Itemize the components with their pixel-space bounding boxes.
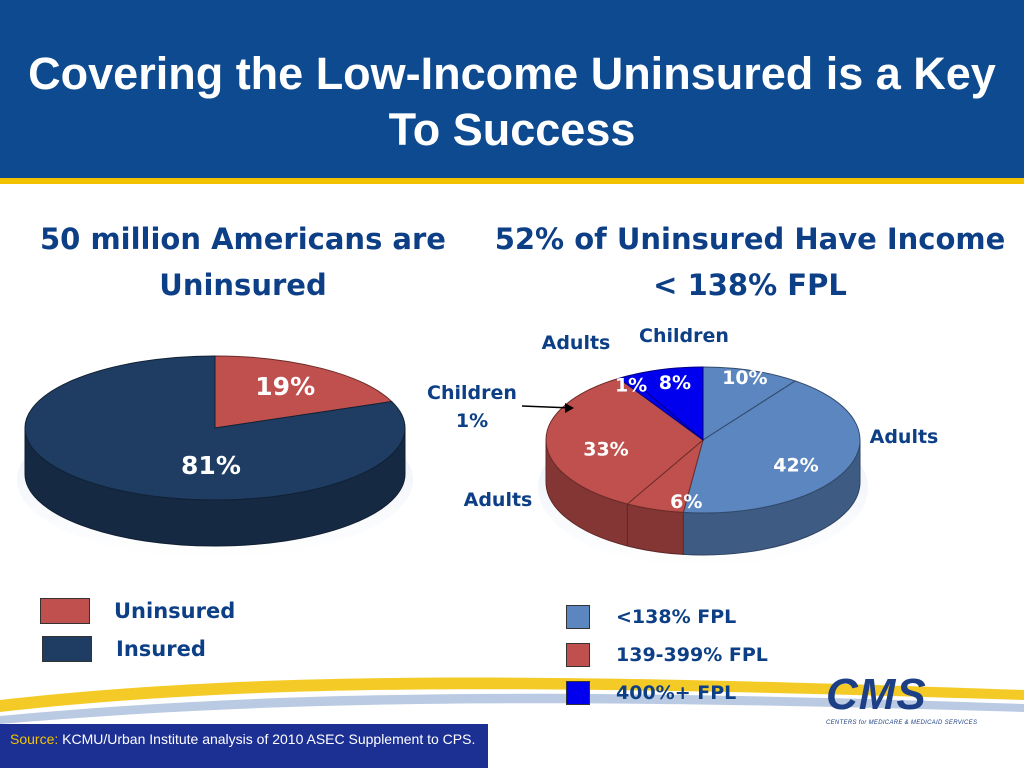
annotation-adults-top: Adults	[542, 332, 611, 354]
legend-label-fpl-mid: 139-399% FPL	[616, 644, 768, 666]
source-note: Source: KCMU/Urban Institute analysis of…	[0, 724, 488, 768]
legend-label-fpl-low: <138% FPL	[616, 606, 737, 628]
pie-slice	[682, 380, 861, 514]
pie-slice	[702, 366, 797, 441]
title-bar: Covering the Low-Income Uninsured is a K…	[0, 0, 1024, 184]
legend-swatch-fpl-low	[566, 605, 590, 629]
pie-value-label: 1%	[615, 374, 647, 396]
legend-item-fpl-low: <138% FPL	[566, 605, 736, 629]
annotation-children-left: Children	[427, 382, 517, 404]
legend-swatch-uninsured	[40, 598, 90, 624]
legend-item-fpl-high: 400%+ FPL	[566, 681, 736, 705]
legend-label-insured: Insured	[116, 637, 206, 661]
slide-title: Covering the Low-Income Uninsured is a K…	[28, 48, 996, 155]
annotation-adults-left: Adults	[464, 489, 533, 511]
source-text: KCMU/Urban Institute analysis of 2010 AS…	[62, 731, 476, 747]
pie-value-label: 10%	[722, 367, 767, 389]
annotation-children-left-value: 1%	[456, 410, 488, 432]
pie-slice	[24, 355, 406, 501]
legend-swatch-insured	[42, 636, 92, 662]
pie-value-label: 6%	[670, 491, 702, 513]
right-chart-title: 52% of Uninsured Have Income < 138% FPL	[494, 222, 1006, 302]
decorative-swoosh	[0, 677, 1024, 724]
legend-label-fpl-high: 400%+ FPL	[616, 682, 737, 704]
pie-value-label: 42%	[773, 454, 818, 476]
legend-label-uninsured: Uninsured	[114, 599, 236, 623]
left-chart-title: 50 million Americans are Uninsured	[40, 222, 446, 302]
right-pie-chart: 10% 42% 6% 33% 1% 8%	[538, 366, 868, 567]
legend-swatch-fpl-mid	[566, 643, 590, 667]
pie-value-label: 81%	[181, 451, 241, 480]
left-pie-chart: 19% 81%	[17, 355, 413, 558]
pie-value-label: 33%	[583, 438, 628, 460]
pointer-line	[521, 405, 573, 409]
pie-value-label: 19%	[255, 372, 315, 401]
pie-slice	[626, 366, 704, 442]
cms-logo: CMS CENTERS for MEDICARE & MEDICAID SERV…	[826, 670, 996, 740]
cms-logo-text: CMS	[826, 670, 927, 719]
legend-item-uninsured: Uninsured	[40, 598, 235, 624]
source-label: Source:	[10, 731, 59, 747]
legend-swatch-fpl-high	[566, 681, 590, 705]
legend-item-insured: Insured	[42, 636, 206, 662]
pie-value-label: 8%	[659, 372, 691, 394]
annotation-adults-right: Adults	[870, 426, 939, 448]
legend-item-fpl-mid: 139-399% FPL	[566, 643, 768, 667]
pie-slice	[214, 355, 393, 429]
pointer-arrow-icon	[565, 403, 574, 413]
cms-logo-subtext: CENTERS for MEDICARE & MEDICAID SERVICES	[826, 720, 978, 726]
annotation-children-top: Children	[639, 325, 729, 347]
pie-slice	[545, 377, 704, 505]
